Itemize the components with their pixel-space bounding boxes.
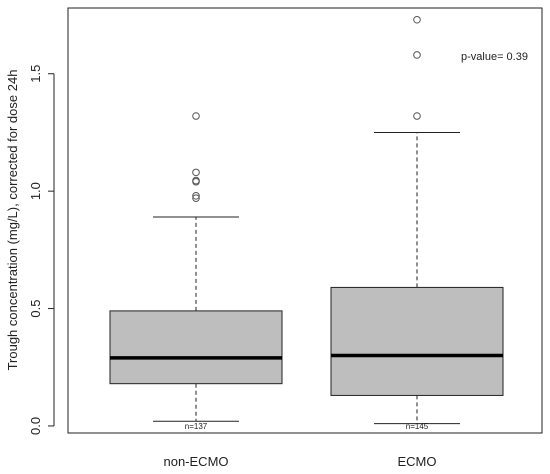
outlier-point <box>192 194 200 202</box>
plot-frame <box>67 7 543 434</box>
category-label: ECMO <box>398 454 437 469</box>
y-tick-label: 0.0 <box>28 417 43 435</box>
outlier-point <box>192 112 200 120</box>
outlier-point <box>413 51 421 59</box>
n-label: n=145 <box>406 422 429 431</box>
box-iqr <box>330 286 504 396</box>
y-axis: 0.0 0.5 1.0 1.5 <box>28 65 55 435</box>
box-group: n=145 <box>330 15 504 431</box>
y-tick-label: 1.5 <box>28 65 43 83</box>
n-label: n=137 <box>185 422 208 431</box>
box-group: n=137 <box>109 112 283 431</box>
y-tick-label: 0.5 <box>28 300 43 318</box>
boxes: n=137 n=145 <box>109 15 504 431</box>
box-iqr <box>109 310 283 385</box>
y-axis-title: Trough concentration (mg/L), corrected f… <box>5 70 20 371</box>
x-axis-labels: non-ECMO ECMO <box>163 454 436 469</box>
outlier-point <box>413 15 421 24</box>
outlier-point <box>413 112 421 120</box>
outlier-point <box>192 176 200 185</box>
y-tick-label: 1.0 <box>28 182 43 200</box>
outlier-point <box>192 168 200 177</box>
outlier-point <box>192 192 200 200</box>
category-label: non-ECMO <box>163 454 228 469</box>
p-value-annotation: p-value= 0.39 <box>461 51 528 63</box>
